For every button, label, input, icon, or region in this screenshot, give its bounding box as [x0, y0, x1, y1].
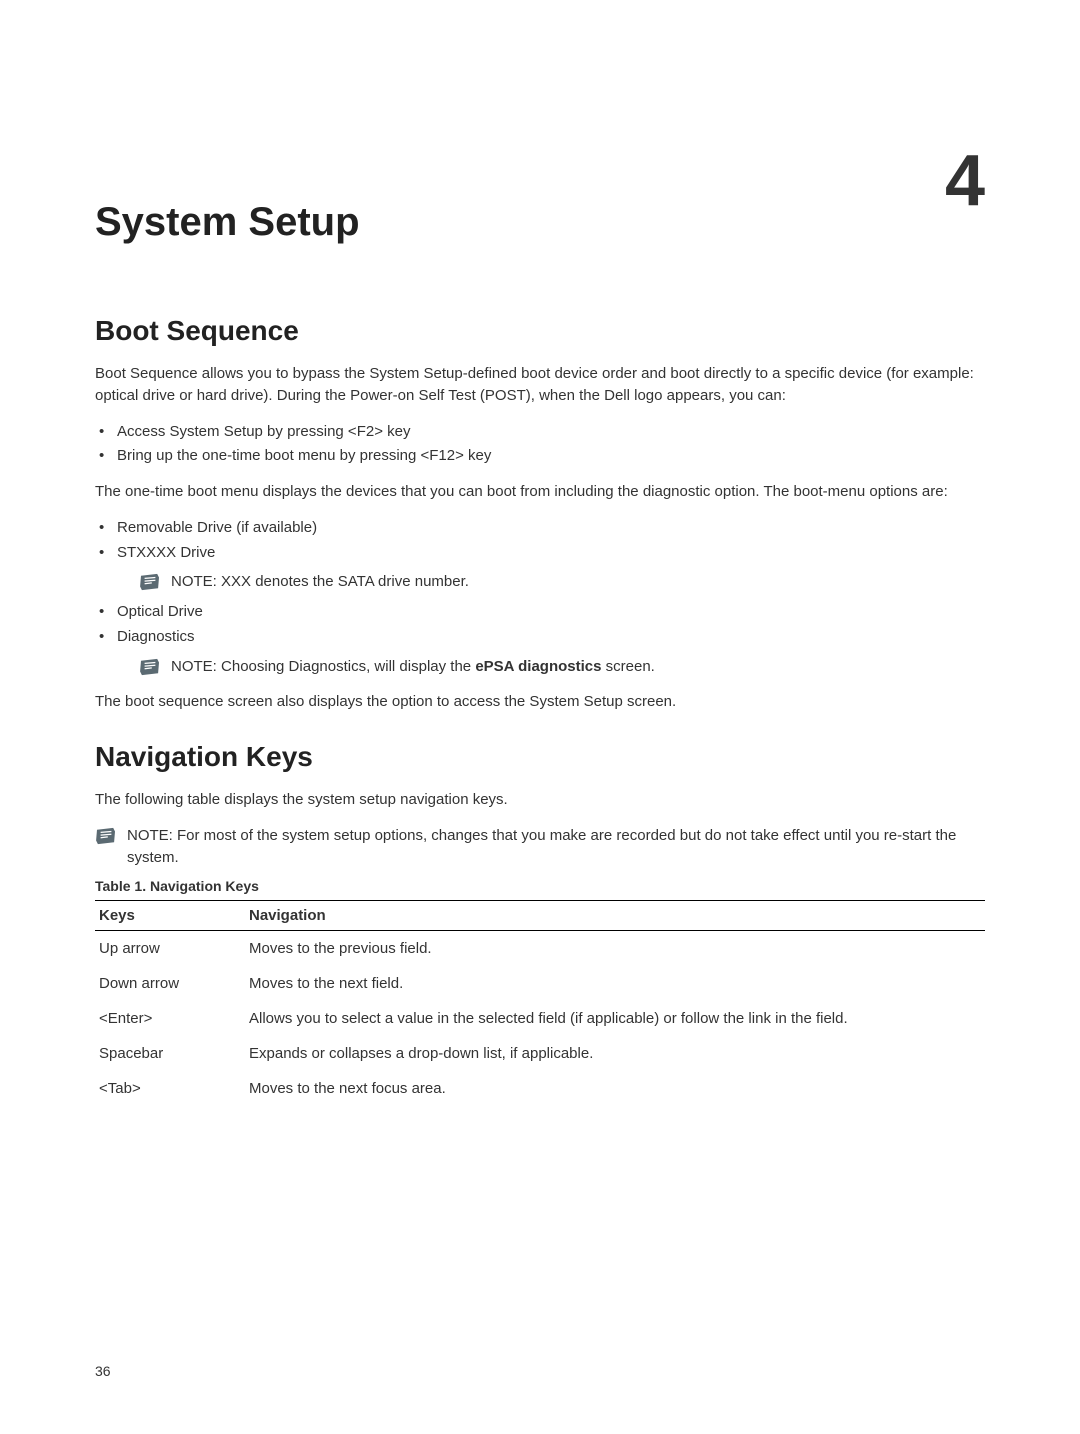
list-item: Removable Drive (if available) — [95, 517, 985, 539]
note-text: NOTE: XXX denotes the SATA drive number. — [171, 571, 469, 593]
note-bold: ePSA diagnostics — [475, 658, 601, 675]
table-cell-key: <Tab> — [95, 1071, 245, 1106]
table-cell-key: Spacebar — [95, 1036, 245, 1071]
table-cell-nav: Moves to the next field. — [245, 966, 985, 1001]
page-number: 36 — [95, 1363, 111, 1379]
note-label: NOTE: — [171, 658, 221, 675]
list-item-label: Diagnostics — [117, 628, 195, 645]
table-row: Spacebar Expands or collapses a drop-dow… — [95, 1036, 985, 1071]
table-caption: Table 1. Navigation Keys — [95, 878, 985, 894]
boot-menu-intro: The one-time boot menu displays the devi… — [95, 481, 985, 503]
note-block: NOTE: XXX denotes the SATA drive number. — [139, 571, 985, 593]
table-cell-key: Up arrow — [95, 931, 245, 967]
list-item: STXXXX Drive NOTE: XXX denotes the SATA … — [95, 542, 985, 594]
boot-options-list: Removable Drive (if available) STXXXX Dr… — [95, 517, 985, 678]
nav-keys-heading: Navigation Keys — [95, 741, 985, 773]
table-cell-key: Down arrow — [95, 966, 245, 1001]
nav-keys-intro: The following table displays the system … — [95, 789, 985, 811]
note-icon — [139, 573, 161, 591]
table-header: Navigation — [245, 901, 985, 931]
boot-sequence-heading: Boot Sequence — [95, 315, 985, 347]
note-icon — [139, 658, 161, 676]
table-cell-nav: Expands or collapses a drop-down list, i… — [245, 1036, 985, 1071]
table-header: Keys — [95, 901, 245, 931]
table-cell-key: <Enter> — [95, 1001, 245, 1036]
page-title: System Setup — [95, 200, 985, 245]
note-body-post: screen. — [601, 658, 654, 675]
note-body-pre: Choosing Diagnostics, will display the — [221, 658, 475, 675]
note-label: NOTE: — [127, 827, 177, 844]
chapter-number: 4 — [945, 140, 985, 222]
table-row: <Enter> Allows you to select a value in … — [95, 1001, 985, 1036]
table-cell-nav: Allows you to select a value in the sele… — [245, 1001, 985, 1036]
note-block: NOTE: Choosing Diagnostics, will display… — [139, 656, 985, 678]
note-icon — [95, 827, 117, 845]
nav-keys-table: Keys Navigation Up arrow Moves to the pr… — [95, 900, 985, 1106]
note-block: NOTE: For most of the system setup optio… — [95, 825, 985, 869]
list-item: Diagnostics NOTE: Choosing Diagnostics, … — [95, 626, 985, 678]
list-item-label: STXXXX Drive — [117, 544, 215, 561]
list-item: Bring up the one-time boot menu by press… — [95, 445, 985, 467]
list-item: Optical Drive — [95, 601, 985, 623]
list-item: Access System Setup by pressing <F2> key — [95, 421, 985, 443]
boot-sequence-outro: The boot sequence screen also displays t… — [95, 691, 985, 713]
table-row: Up arrow Moves to the previous field. — [95, 931, 985, 967]
note-text: NOTE: For most of the system setup optio… — [127, 825, 985, 869]
table-cell-nav: Moves to the previous field. — [245, 931, 985, 967]
note-body: XXX denotes the SATA drive number. — [221, 573, 469, 590]
access-list: Access System Setup by pressing <F2> key… — [95, 421, 985, 468]
note-label: NOTE: — [171, 573, 221, 590]
table-row: <Tab> Moves to the next focus area. — [95, 1071, 985, 1106]
note-body: For most of the system setup options, ch… — [127, 827, 956, 866]
boot-sequence-intro: Boot Sequence allows you to bypass the S… — [95, 363, 985, 407]
table-cell-nav: Moves to the next focus area. — [245, 1071, 985, 1106]
table-row: Down arrow Moves to the next field. — [95, 966, 985, 1001]
note-text: NOTE: Choosing Diagnostics, will display… — [171, 656, 655, 678]
